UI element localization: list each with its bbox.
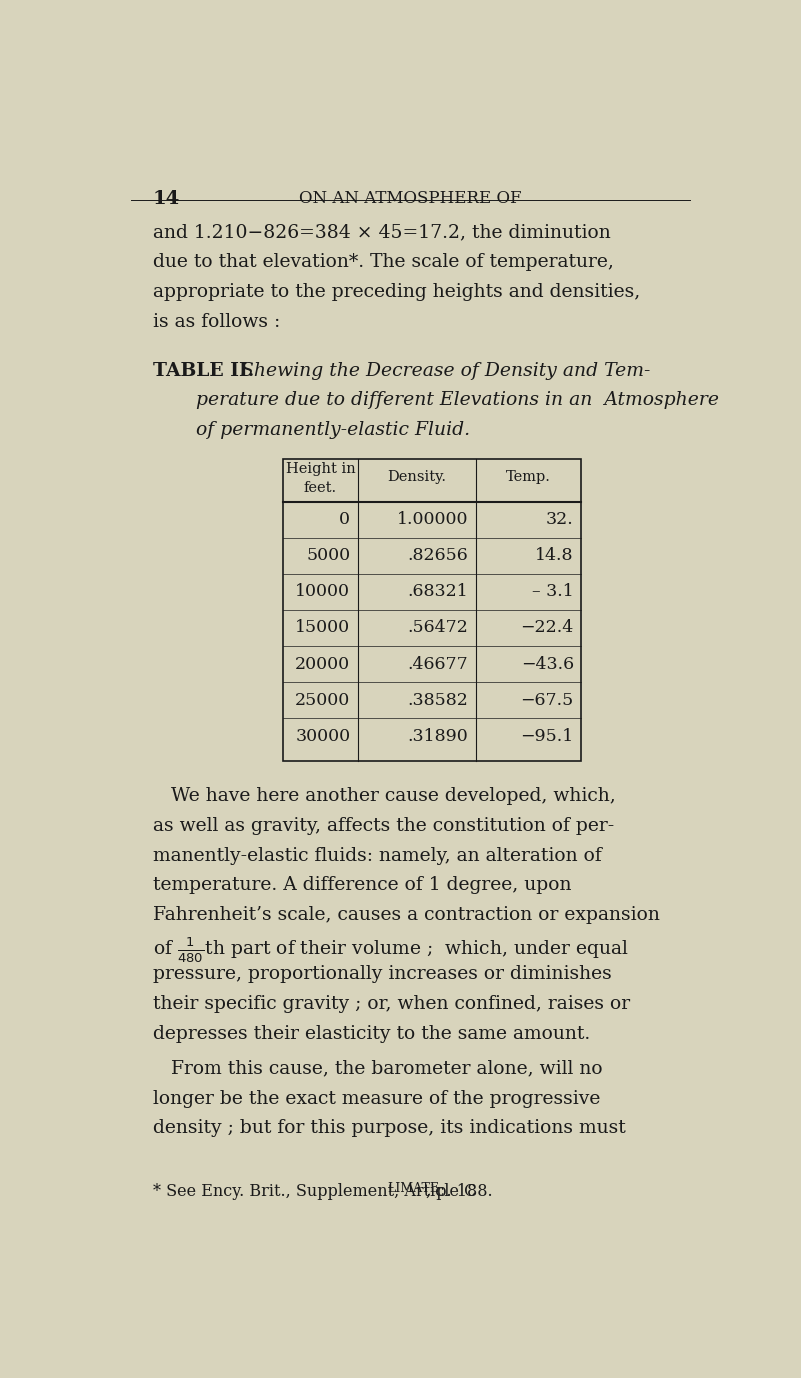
Text: manently-elastic fluids: namely, an alteration of: manently-elastic fluids: namely, an alte…	[153, 846, 602, 864]
Text: 14: 14	[153, 190, 180, 208]
Text: −67.5: −67.5	[521, 692, 574, 708]
Text: due to that elevation*. The scale of temperature,: due to that elevation*. The scale of tem…	[153, 254, 614, 271]
Text: 1.00000: 1.00000	[396, 511, 469, 528]
Text: 15000: 15000	[296, 620, 350, 637]
Text: 5000: 5000	[306, 547, 350, 565]
Text: LIMATE: LIMATE	[388, 1182, 440, 1195]
Bar	[284, 459, 582, 761]
Text: 20000: 20000	[296, 656, 350, 672]
Text: longer be the exact measure of the progressive: longer be the exact measure of the progr…	[153, 1090, 600, 1108]
Text: is as follows :: is as follows :	[153, 313, 280, 331]
Text: their specific gravity ; or, when confined, raises or: their specific gravity ; or, when confin…	[153, 995, 630, 1013]
Text: −43.6: −43.6	[521, 656, 574, 672]
Text: Height in
feet.: Height in feet.	[286, 463, 356, 495]
Text: −95.1: −95.1	[521, 728, 574, 744]
Text: −22.4: −22.4	[521, 620, 574, 637]
Text: .38582: .38582	[408, 692, 469, 708]
Text: of permanently-elastic Fluid.: of permanently-elastic Fluid.	[196, 422, 470, 440]
Text: temperature. A difference of 1 degree, upon: temperature. A difference of 1 degree, u…	[153, 876, 571, 894]
Text: .46677: .46677	[408, 656, 469, 672]
Text: and 1.210−826=384 × 45=17.2, the diminution: and 1.210−826=384 × 45=17.2, the diminut…	[153, 223, 610, 241]
Text: density ; but for this purpose, its indications must: density ; but for this purpose, its indi…	[153, 1119, 626, 1137]
Text: 10000: 10000	[296, 583, 350, 601]
Text: TABLE II.: TABLE II.	[153, 361, 254, 380]
Text: * See Ency. Brit., Supplement, Article C: * See Ency. Brit., Supplement, Article C	[153, 1182, 477, 1200]
Text: depresses their elasticity to the same amount.: depresses their elasticity to the same a…	[153, 1025, 590, 1043]
Text: – 3.1: – 3.1	[532, 583, 574, 601]
Text: appropriate to the preceding heights and densities,: appropriate to the preceding heights and…	[153, 282, 640, 302]
Text: , p. 188.: , p. 188.	[426, 1182, 493, 1200]
Text: .68321: .68321	[408, 583, 469, 601]
Text: 32.: 32.	[546, 511, 574, 528]
Text: .56472: .56472	[408, 620, 469, 637]
Text: We have here another cause developed, which,: We have here another cause developed, wh…	[153, 787, 616, 805]
Text: 0: 0	[340, 511, 350, 528]
Text: Temp.: Temp.	[506, 470, 551, 484]
Text: 14.8: 14.8	[535, 547, 574, 565]
Text: .82656: .82656	[408, 547, 469, 565]
Text: .31890: .31890	[408, 728, 469, 744]
Text: From this cause, the barometer alone, will no: From this cause, the barometer alone, wi…	[153, 1060, 602, 1078]
Text: pressure, proportionally increases or diminishes: pressure, proportionally increases or di…	[153, 966, 612, 984]
Text: Density.: Density.	[387, 470, 446, 484]
Text: 25000: 25000	[295, 692, 350, 708]
Text: as well as gravity, affects the constitution of per-: as well as gravity, affects the constitu…	[153, 817, 614, 835]
Text: of $\frac{1}{480}$th part of their volume ;  which, under equal: of $\frac{1}{480}$th part of their volum…	[153, 936, 629, 965]
Text: 30000: 30000	[296, 728, 350, 744]
Text: ON AN ATMOSPHERE OF: ON AN ATMOSPHERE OF	[300, 190, 521, 207]
Text: Shewing the Decrease of Density and Tem-: Shewing the Decrease of Density and Tem-	[235, 361, 651, 380]
Text: perature due to different Elevations in an  Atmosphere: perature due to different Elevations in …	[196, 391, 719, 409]
Text: Fahrenheit’s scale, causes a contraction or expansion: Fahrenheit’s scale, causes a contraction…	[153, 905, 660, 925]
